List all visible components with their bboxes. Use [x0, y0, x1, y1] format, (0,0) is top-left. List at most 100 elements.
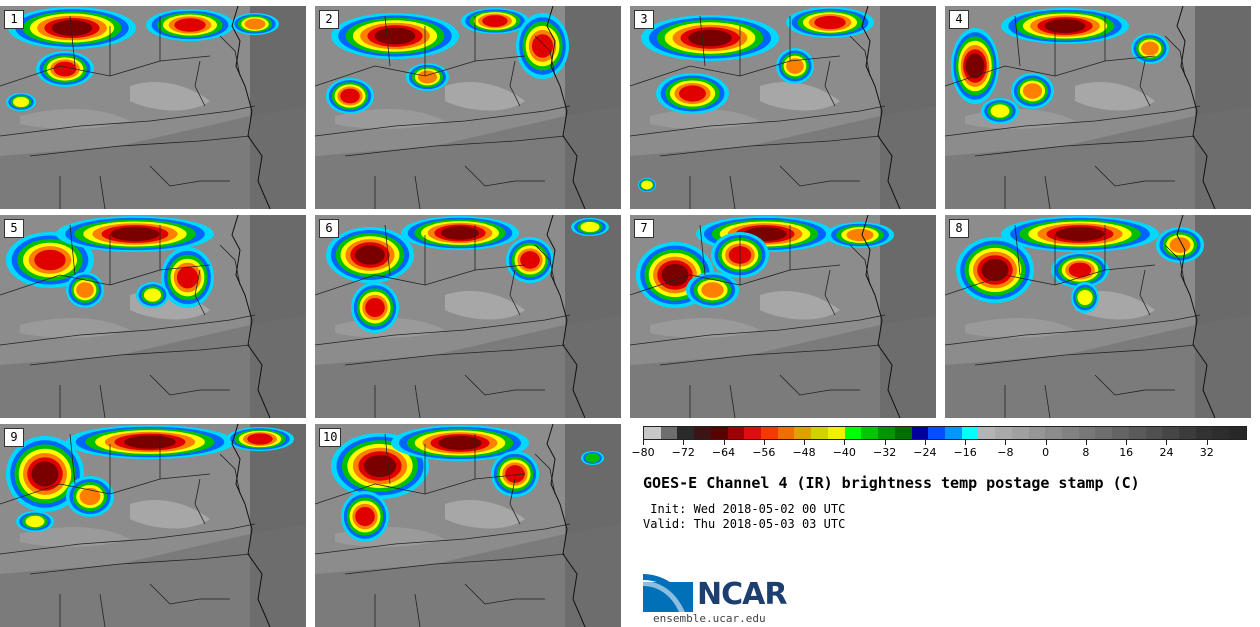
init-time: Init: Wed 2018-05-02 00 UTC: [643, 502, 846, 516]
storm-contour: [585, 453, 600, 463]
colorbar-cell: [710, 427, 728, 439]
panel-label: 1: [4, 10, 24, 29]
state-border: [219, 244, 241, 286]
colorbar-cell: [777, 427, 795, 439]
map-panel: 4: [945, 6, 1251, 209]
state-border: [99, 175, 106, 209]
thin-cloud: [445, 499, 525, 529]
state-border: [824, 60, 836, 107]
state-border: [315, 314, 571, 346]
thin-cloud: [650, 318, 760, 338]
ground-shade: [945, 106, 1251, 209]
storm-contour: [363, 454, 397, 478]
storm-contour: [355, 506, 375, 527]
colorbar-tick: [1166, 440, 1168, 445]
satellite-map: [945, 6, 1251, 209]
colorbar-cell: [1061, 427, 1079, 439]
state-border: [1094, 165, 1175, 187]
coastline: [546, 6, 586, 209]
storm-contour: [143, 288, 162, 302]
map-panel: 6: [315, 215, 621, 418]
state-border: [69, 224, 76, 276]
state-border: [699, 224, 706, 276]
panel-label: 6: [319, 219, 339, 238]
colorbar-tick: [884, 440, 886, 445]
state-border: [464, 374, 545, 396]
state-border: [630, 314, 886, 346]
colorbar-tick: [924, 440, 926, 445]
chart-title: GOES-E Channel 4 (IR) brightness temp po…: [643, 474, 1140, 492]
colorbar-cell: [1212, 427, 1230, 439]
storm-contour: [679, 85, 706, 102]
colorbar-cell: [727, 427, 745, 439]
panel-label: 5: [4, 219, 24, 238]
storm-contour: [13, 96, 29, 108]
ground-shade: [630, 106, 936, 209]
storm-contour: [247, 433, 273, 445]
storm-contour: [1055, 226, 1105, 242]
storm-contour: [531, 34, 554, 58]
storm-contour: [846, 228, 874, 242]
satellite-map: [315, 215, 621, 418]
colorbar-cell: [861, 427, 879, 439]
colorbar-cell: [1179, 427, 1196, 439]
storm-contour: [355, 245, 385, 265]
storm-contour: [1068, 262, 1092, 278]
colorbar-cell: [995, 427, 1012, 439]
colorbar-cell: [911, 427, 929, 439]
thin-cloud: [760, 290, 840, 320]
panel-label: 3: [634, 10, 654, 29]
colorbar-cell: [1162, 427, 1179, 439]
storm-contour: [965, 53, 985, 79]
storm-contour: [786, 58, 804, 74]
state-border: [509, 478, 521, 525]
colorbar-tick: [1206, 440, 1208, 445]
thin-cloud: [20, 109, 130, 129]
storm-contour: [580, 221, 600, 233]
state-border: [194, 478, 206, 525]
colorbar-cell: [944, 427, 962, 439]
colorbar-tick-label: −16: [953, 446, 977, 459]
colorbar-cell: [961, 427, 979, 439]
state-border: [219, 453, 241, 495]
state-border: [534, 244, 556, 286]
state-border: [1044, 384, 1051, 418]
state-border: [849, 35, 871, 77]
state-border: [464, 165, 545, 187]
thin-cloud: [20, 527, 130, 547]
ground-shade: [315, 524, 621, 627]
satellite-map: [0, 6, 306, 209]
colorbar-cell: [1128, 427, 1146, 439]
colorbar-tick-label: −64: [711, 446, 736, 459]
satellite-map: [315, 6, 621, 209]
thin-cloud: [335, 109, 445, 129]
state-border: [344, 344, 566, 366]
state-border: [149, 583, 230, 605]
satellite-map: [945, 215, 1251, 418]
state-border: [384, 15, 391, 67]
ground-shade: [0, 315, 306, 418]
state-border: [659, 344, 881, 366]
coastline: [546, 215, 586, 418]
colorbar-tick: [763, 440, 765, 445]
website-url[interactable]: ensemble.ucar.edu: [653, 612, 766, 625]
satellite-map: [0, 424, 306, 627]
state-border: [194, 269, 206, 316]
state-border: [849, 244, 871, 286]
state-border: [1164, 35, 1186, 77]
colorbar-tick-label: −48: [792, 446, 816, 459]
storm-contour: [688, 29, 732, 47]
storm-contour: [814, 15, 846, 30]
storm-contour: [482, 15, 508, 27]
state-border: [659, 135, 881, 157]
state-border: [1014, 224, 1021, 276]
storm-contour: [641, 180, 653, 190]
state-border: [1139, 269, 1151, 316]
thin-cloud: [130, 499, 210, 529]
state-border: [534, 35, 556, 77]
map-panel: 8: [945, 215, 1251, 418]
colorbar-tick-label: 24: [1159, 446, 1174, 459]
colorbar-tick-label: 0: [1042, 446, 1050, 459]
colorbar-tick: [643, 440, 644, 445]
storm-contour: [340, 88, 360, 104]
